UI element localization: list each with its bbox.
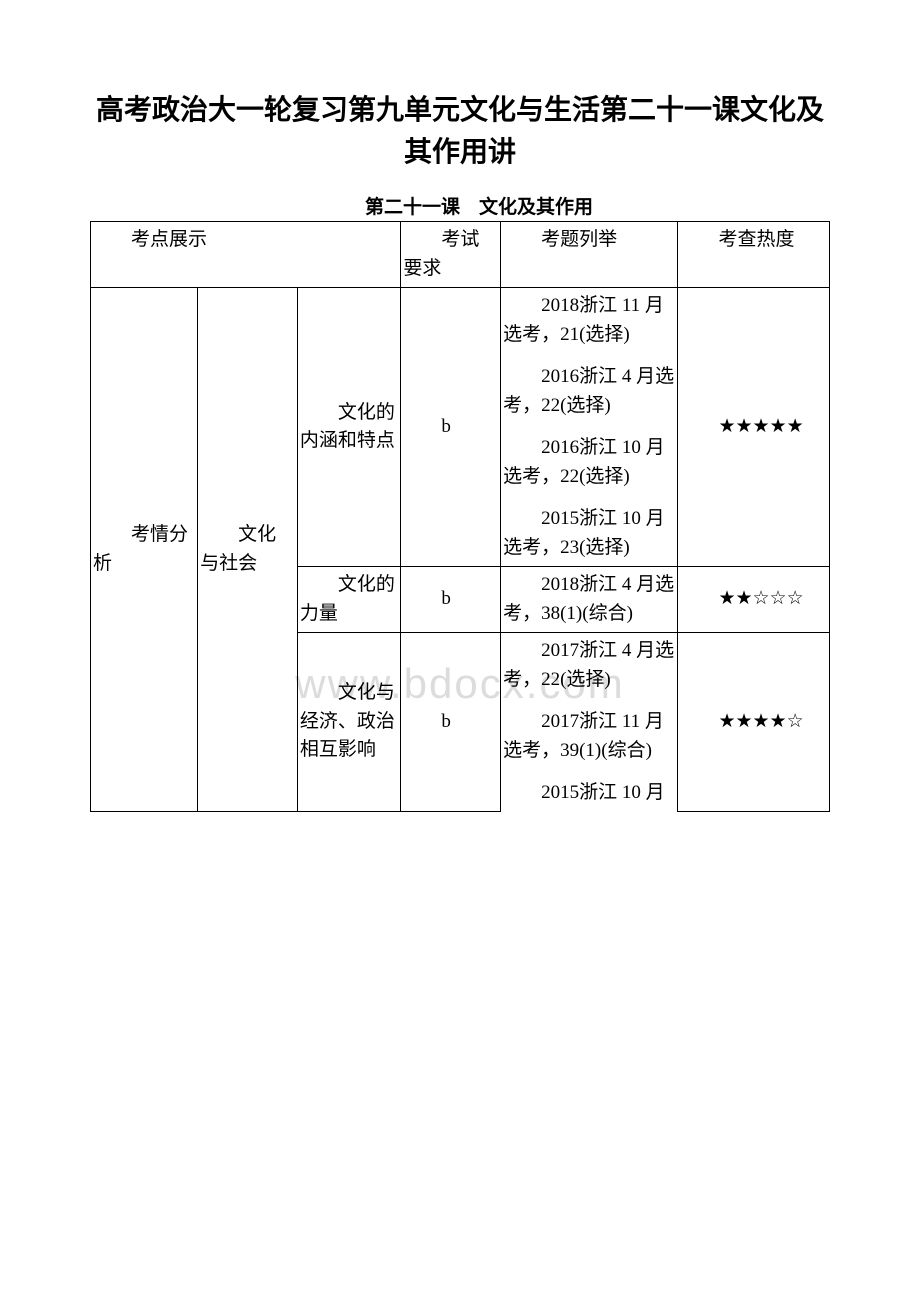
topic-cell: 文化的力量	[297, 567, 400, 633]
page-title: 高考政治大一轮复习第九单元文化与生活第二十一课文化及其作用讲	[90, 90, 830, 174]
exam-item: 2016浙江 4 月选考，22(选择)	[503, 363, 675, 420]
heat-cell: ★★★★★	[678, 288, 830, 567]
topic-cell: 文化与经济、政治相互影响	[297, 633, 400, 812]
exams-cell: 2018浙江 4 月选考，38(1)(综合)	[501, 567, 678, 633]
exam-item: 2018浙江 11 月选考，21(选择)	[503, 292, 675, 349]
exams-cell: 2017浙江 4 月选考，22(选择) 2017浙江 11 月选考，39(1)(…	[501, 633, 678, 812]
req-cell: b	[401, 633, 501, 812]
left-label: 考情分析	[91, 288, 198, 812]
subtitle: 第二十一课 文化及其作用	[90, 192, 830, 219]
header-topics: 考点展示	[91, 222, 401, 288]
table-header-row: 考点展示 考试要求 考题列举 考查热度	[91, 222, 830, 288]
header-examples: 考题列举	[501, 222, 678, 288]
exam-item: 2015浙江 10 月	[503, 779, 675, 808]
exam-item: 2015浙江 10 月选考，23(选择)	[503, 505, 675, 562]
exam-item: 2018浙江 4 月选考，38(1)(综合)	[503, 571, 675, 628]
exam-item: 2017浙江 4 月选考，22(选择)	[503, 637, 675, 694]
table-row: 考情分析 文化与社会 文化的内涵和特点 b 2018浙江 11 月选考，21(选…	[91, 288, 830, 567]
study-table: 考点展示 考试要求 考题列举 考查热度 考情分析 文化与社会 文化的内涵和特点 …	[90, 221, 830, 812]
req-cell: b	[401, 288, 501, 567]
heat-cell: ★★☆☆☆	[678, 567, 830, 633]
exam-item: 2016浙江 10 月选考，22(选择)	[503, 434, 675, 491]
req-cell: b	[401, 567, 501, 633]
header-heat: 考查热度	[678, 222, 830, 288]
exam-item: 2017浙江 11 月选考，39(1)(综合)	[503, 708, 675, 765]
topic-cell: 文化的内涵和特点	[297, 288, 400, 567]
header-requirement: 考试要求	[401, 222, 501, 288]
group-label: 文化与社会	[198, 288, 298, 812]
heat-cell: ★★★★☆	[678, 633, 830, 812]
exams-cell: 2018浙江 11 月选考，21(选择) 2016浙江 4 月选考，22(选择)…	[501, 288, 678, 567]
